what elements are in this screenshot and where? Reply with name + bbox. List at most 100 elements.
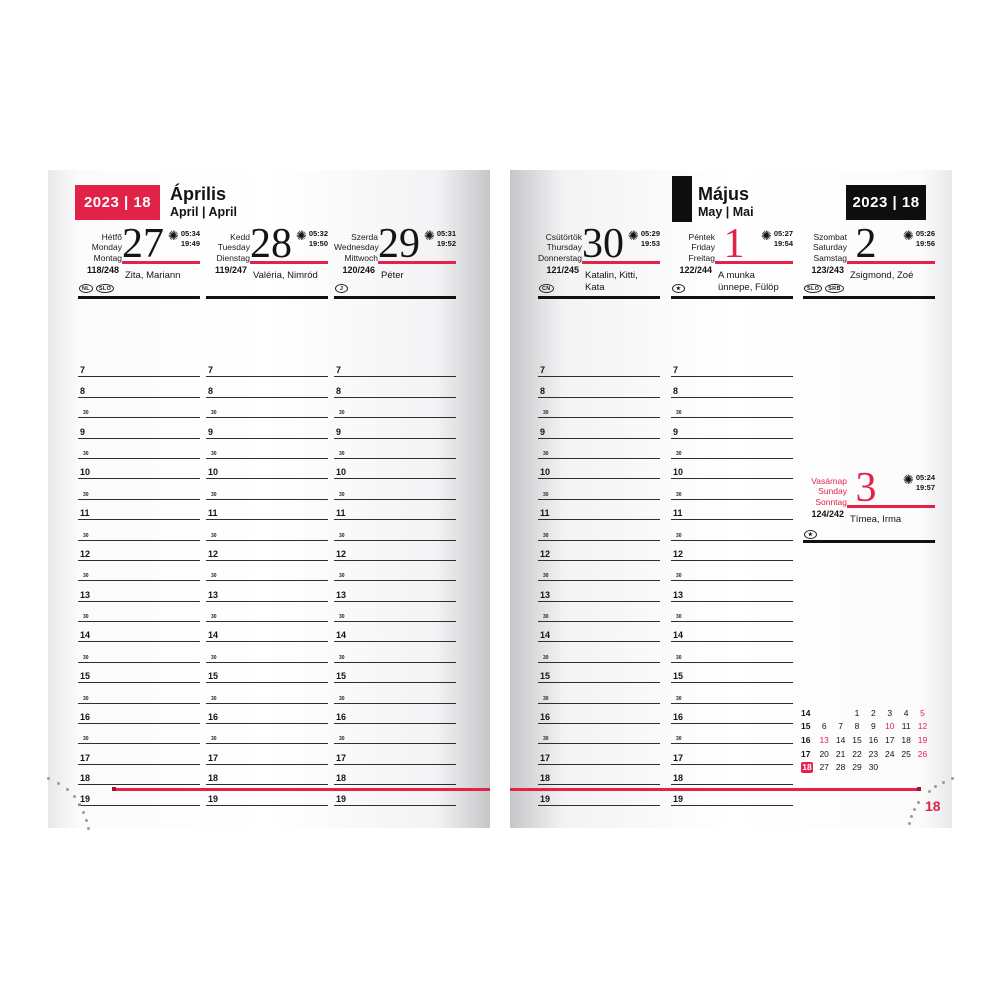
half-hour-row: 30	[206, 602, 328, 623]
hour-row: 7	[78, 357, 200, 378]
hour-label: 17	[540, 752, 551, 763]
mini-cal-day: 20	[819, 748, 829, 759]
hour-row: 7	[671, 357, 793, 378]
right-month-subtitle: May | Mai	[698, 205, 754, 219]
corner-dot	[78, 803, 81, 806]
hour-label: 30	[83, 491, 89, 498]
header-divider	[671, 296, 793, 299]
hour-label: 16	[208, 712, 219, 723]
corner-dot	[57, 782, 60, 785]
hour-label: 30	[339, 450, 345, 457]
hour-label: 8	[80, 385, 86, 396]
rule-end-dot	[917, 787, 921, 791]
hour-label: 10	[673, 467, 684, 478]
hour-row: 16	[334, 704, 456, 725]
hour-label: 14	[336, 630, 347, 641]
half-hour-row: 30	[206, 398, 328, 419]
hour-row: 9	[334, 418, 456, 439]
hour-row: 11	[334, 500, 456, 521]
day-of-year: 118/248	[86, 265, 119, 275]
hour-label: 7	[80, 365, 86, 376]
left-year-week-badge: 2023 | 18	[75, 185, 160, 220]
header-divider	[78, 296, 200, 299]
hour-row: 7	[334, 357, 456, 378]
mini-cal-week-number: 17	[801, 748, 811, 759]
day-name-de: Donnerstag	[538, 252, 582, 263]
name-day: Zita, Mariann	[125, 270, 181, 281]
mini-cal-week-number: 15	[801, 721, 811, 732]
day-column-thursday: Csütörtök Thursday Donnerstag 30 ✺ 05:29…	[538, 223, 660, 806]
hour-label: 30	[339, 736, 345, 743]
hour-label: 30	[339, 614, 345, 621]
hour-row: 14	[206, 622, 328, 643]
corner-dot	[951, 777, 954, 780]
hour-label: 19	[336, 793, 347, 804]
day-header: Vasárnap Sunday Sonntag 3 ✺ 05:24 19:57 …	[803, 467, 935, 543]
hour-label: 30	[543, 573, 549, 580]
sun-block: ✺ 05:34 19:49	[168, 229, 200, 248]
mini-cal-week-number: 14	[801, 707, 811, 718]
mini-cal-day: 21	[835, 748, 846, 759]
hour-row: 17	[206, 744, 328, 765]
hour-label: 14	[673, 630, 684, 641]
hour-row: 15	[334, 663, 456, 684]
day-names: Péntek Friday Freitag	[671, 232, 715, 263]
red-rule	[847, 261, 935, 264]
flag-badge: J	[335, 284, 348, 293]
hour-label: 11	[540, 508, 550, 519]
hour-label: 14	[540, 630, 551, 641]
hour-label: 30	[676, 532, 682, 539]
day-name-de: Mittwoch	[344, 252, 378, 263]
hour-label: 14	[208, 630, 219, 641]
red-rule	[122, 261, 200, 264]
hour-label: 30	[543, 450, 549, 457]
hour-label: 30	[339, 654, 345, 661]
hour-row: 11	[538, 500, 660, 521]
mini-cal-day: 7	[838, 721, 843, 732]
half-hour-row: 30	[78, 724, 200, 745]
flag-badge: SLO	[95, 284, 115, 293]
sun-times: 05:32 19:50	[309, 229, 328, 248]
day-name-en: Monday	[91, 242, 122, 253]
hour-grid: 7 8 30 9 30 10 30 11 30 12 30 13 30 14 30 15 30 16 30 17 18 1…	[538, 357, 660, 806]
mini-cal-day: 12	[917, 721, 928, 732]
hour-label: 30	[676, 573, 682, 580]
hour-label: 30	[676, 410, 682, 417]
right-month-block: Május May | Mai	[698, 184, 754, 220]
hour-label: 17	[80, 752, 91, 763]
day-name-hu: Vasárnap	[811, 476, 847, 486]
hour-label: 11	[208, 508, 218, 519]
day-name-de: Freitag	[688, 252, 715, 263]
mini-cal-week-number: 16	[801, 734, 811, 745]
hour-label: 30	[676, 450, 682, 457]
sun-block: ✺ 05:32 19:50	[296, 229, 328, 248]
day-name-en: Wednesday	[334, 242, 379, 253]
hour-row: 13	[538, 581, 660, 602]
day-column-monday: Hétfő Monday Montag 27 ✺ 05:34 19:49 118…	[78, 223, 200, 806]
hour-grid: 7 8 30 9 30 10 30 11 30 12 30 13 30 14 30 15 30 16 30 17 18 1…	[334, 357, 456, 806]
hour-label: 19	[80, 793, 91, 804]
hour-label: 30	[83, 532, 89, 539]
mini-cal-day: 18	[901, 734, 911, 745]
left-page: 2023 | 18 Április April | April Hétfő Mo…	[47, 170, 490, 830]
corner-dot	[942, 781, 945, 784]
hour-row: 13	[334, 581, 456, 602]
mini-cal-day: 15	[852, 734, 862, 745]
hour-label: 8	[540, 385, 546, 396]
hour-label: 30	[339, 491, 345, 498]
hour-grid: 7 8 30 9 30 10 30 11 30 12 30 13 30 14 30 15 30 16 30 17 18 1…	[671, 357, 793, 806]
hour-label: 15	[540, 671, 551, 682]
hour-row: 19	[206, 785, 328, 806]
name-day: Tímea, Irma	[850, 514, 902, 525]
day-name-hu: Szombat	[813, 232, 847, 242]
hour-row: 12	[206, 541, 328, 561]
half-hour-row: 30	[671, 561, 793, 582]
sun-icon: ✺	[627, 228, 639, 243]
half-hour-row: 30	[538, 520, 660, 541]
hour-label: 11	[673, 508, 683, 519]
hour-row: 12	[538, 541, 660, 561]
hour-grid: 7 8 30 9 30 10 30 11 30 12 30 13 30 14 30 15 30 16 30 17 18 1…	[78, 357, 200, 806]
red-rule	[378, 261, 456, 264]
mini-cal-day: 23	[868, 748, 879, 759]
day-names: Hétfő Monday Montag	[78, 232, 122, 263]
